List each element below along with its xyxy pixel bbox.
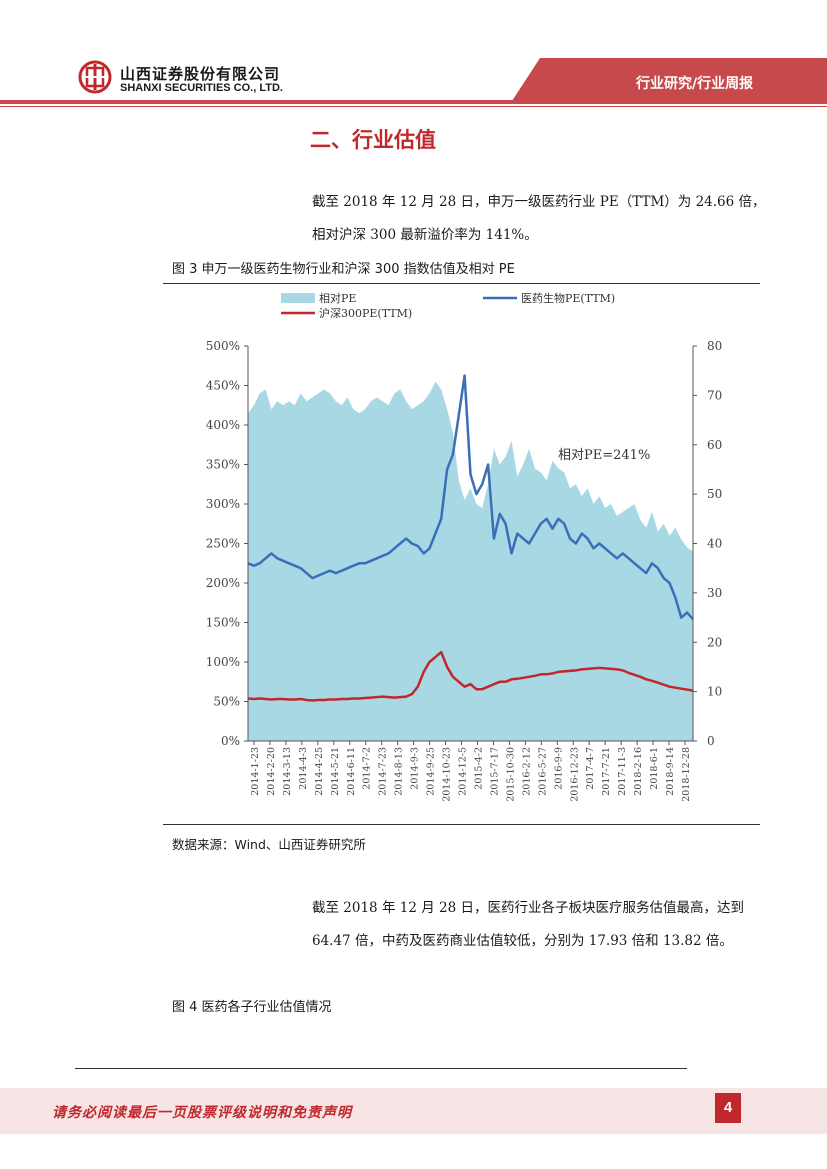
left-tick-label: 200% — [206, 576, 240, 590]
figure-4-caption: 图 4 医药各子行业估值情况 — [172, 1000, 332, 1015]
section-title: 二、行业估值 — [310, 128, 436, 152]
left-tick-label: 150% — [206, 616, 240, 630]
x-tick-label: 2014-9-25 — [426, 747, 437, 796]
x-tick-label: 2014-4-25 — [314, 747, 325, 796]
right-tick-label: 10 — [707, 685, 722, 699]
chart-annotation: 相对PE=241% — [558, 448, 650, 463]
page-number: 4 — [715, 1093, 741, 1123]
figure-3-caption: 图 3 申万一级医药生物行业和沪深 300 指数估值及相对 PE — [172, 262, 515, 277]
series-pharma-pe-line — [247, 374, 694, 621]
left-tick-label: 300% — [206, 497, 240, 511]
x-tick-label: 2014-5-21 — [330, 747, 341, 796]
right-tick-label: 30 — [707, 586, 722, 600]
x-tick-label: 2016-12-23 — [569, 747, 580, 802]
x-tick-label: 2014-7-23 — [378, 747, 389, 796]
footer-disclaimer: 请务必阅读最后一页股票评级说明和免责声明 — [52, 1105, 352, 1121]
header-band — [0, 58, 827, 107]
x-tick-label: 2018-2-16 — [633, 747, 644, 796]
x-tick-label: 2015-10-30 — [505, 747, 516, 802]
x-tick-label: 2014-3-13 — [282, 747, 293, 796]
paragraph-subsector-valuation: 截至 2018 年 12 月 28 日，医药行业各子板块医疗服务估值最高，达到 … — [312, 900, 744, 949]
x-tick-label: 2018-9-14 — [665, 747, 676, 796]
x-tick-label: 2014-2-20 — [266, 747, 277, 796]
valuation-chart: 相对PE 医药生物PE(TTM) 沪深300PE(TTM) 0% 50% 100% 150%… — [206, 291, 723, 802]
x-tick-label: 2014-1-23 — [250, 747, 261, 796]
report-type: 行业研究/行业周报 — [636, 76, 754, 92]
x-tick-label: 2014-8-13 — [394, 747, 405, 796]
x-tick-label: 2018-6-1 — [649, 747, 660, 790]
footer-rule — [75, 1068, 687, 1069]
x-tick-label: 2016-5-27 — [537, 747, 548, 796]
page-header: 山西证券股份有限公司 SHANXI SECURITIES CO., LTD. 行… — [0, 0, 827, 110]
right-tick-label: 50 — [707, 487, 722, 501]
legend-label-1: 医药生物PE(TTM) — [521, 291, 615, 305]
right-tick-label: 20 — [707, 635, 722, 649]
x-tick-label: 2014-12-5 — [458, 747, 469, 796]
data-source: 数据来源：Wind、山西证券研究所 — [172, 837, 366, 852]
paragraph-pe-summary: 截至 2018 年 12 月 28 日，申万一级医药行业 PE（TTM）为 24… — [312, 194, 766, 243]
right-tick-label: 80 — [707, 339, 722, 353]
footer-band — [0, 1088, 827, 1134]
left-tick-label: 400% — [206, 418, 240, 432]
legend-label-0: 相对PE — [319, 291, 356, 305]
x-tick-label: 2014-4-3 — [298, 747, 309, 790]
x-tick-label: 2014-6-11 — [346, 747, 357, 796]
left-tick-label: 0% — [221, 734, 240, 748]
x-tick-label: 2017-11-3 — [617, 747, 628, 796]
left-tick-label: 500% — [206, 339, 240, 353]
left-tick-label: 450% — [206, 379, 240, 393]
left-tick-label: 250% — [206, 537, 240, 551]
legend-label-2: 沪深300PE(TTM) — [319, 306, 412, 320]
x-tick-label: 2015-7-17 — [489, 747, 500, 796]
left-tick-label: 100% — [206, 655, 240, 669]
company-logo-icon — [78, 60, 112, 94]
x-tick-label: 2015-4-2 — [473, 747, 484, 790]
company-name-en: SHANXI SECURITIES CO., LTD. — [120, 82, 283, 94]
x-tick-label: 2014-7-2 — [362, 747, 373, 790]
figure-top-rule — [163, 283, 760, 284]
figure-bottom-rule — [163, 824, 760, 825]
right-tick-label: 40 — [707, 537, 722, 551]
right-tick-label: 70 — [707, 388, 722, 402]
legend-swatch-relative-pe — [281, 293, 315, 303]
left-tick-label: 50% — [213, 695, 240, 709]
x-tick-label: 2014-10-23 — [442, 747, 453, 802]
right-tick-label: 60 — [707, 438, 722, 452]
right-tick-label: 0 — [707, 734, 715, 748]
series-relative-pe-area — [248, 381, 693, 741]
series-hs300-pe-line — [247, 650, 694, 702]
x-tick-label: 2014-9-3 — [410, 747, 421, 790]
x-tick-label: 2016-2-12 — [521, 747, 532, 796]
x-tick-label: 2018-12-28 — [681, 747, 692, 802]
x-tick-label: 2017-7-21 — [601, 747, 612, 796]
x-tick-label: 2017-4-7 — [585, 747, 596, 790]
x-tick-label: 2016-9-9 — [553, 747, 564, 790]
company-name-cn: 山西证券股份有限公司 — [120, 65, 281, 83]
left-tick-label: 350% — [206, 458, 240, 472]
